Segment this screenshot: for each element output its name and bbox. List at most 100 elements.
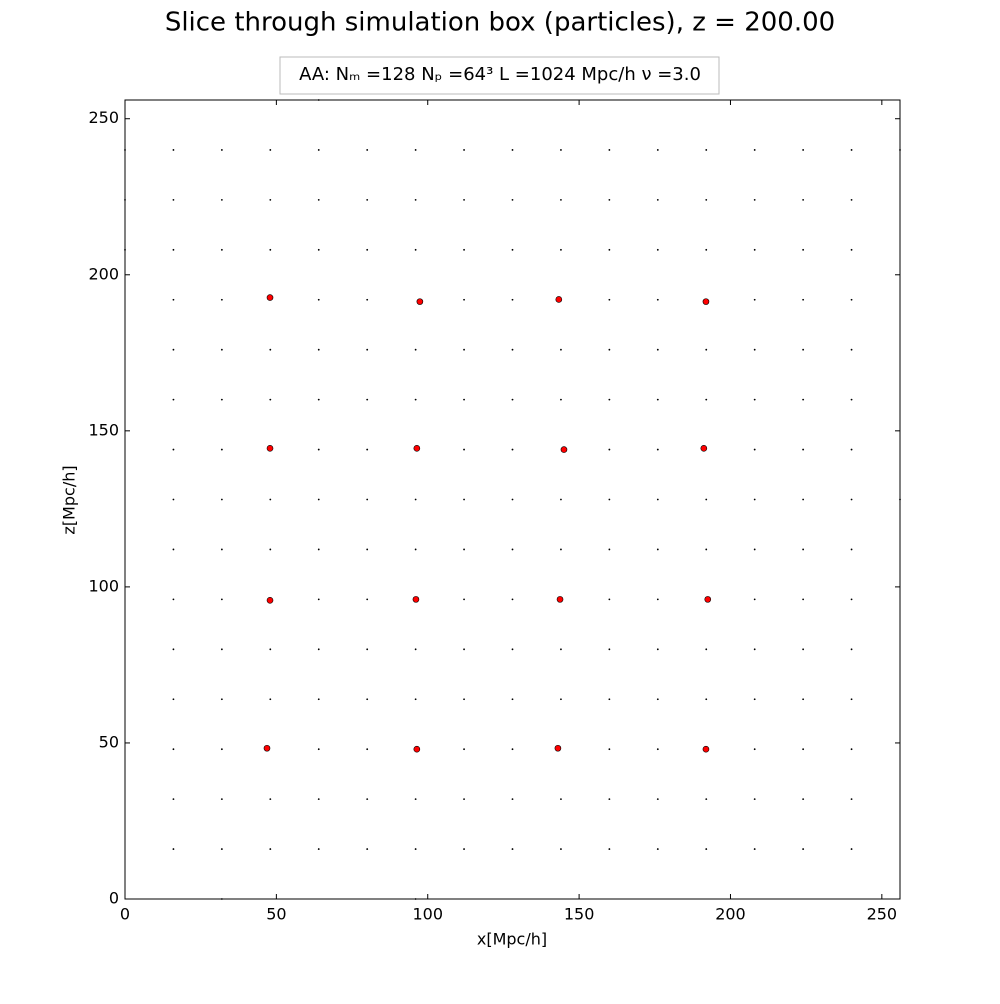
particle <box>172 198 175 201</box>
particle <box>366 798 369 801</box>
particle <box>705 698 708 701</box>
particle <box>753 348 756 351</box>
particle <box>705 798 708 801</box>
particle <box>656 348 659 351</box>
y-tick-label: 150 <box>88 420 119 439</box>
particle <box>414 248 417 251</box>
particle <box>463 198 465 201</box>
halo-point <box>700 445 708 452</box>
particle <box>463 848 465 850</box>
particle <box>705 348 708 351</box>
particle <box>317 248 320 251</box>
particle <box>220 498 223 501</box>
particle <box>511 798 514 801</box>
particle <box>172 698 175 701</box>
particle <box>317 848 320 850</box>
particle <box>802 698 805 701</box>
particle <box>511 698 514 701</box>
particle <box>366 248 369 251</box>
particle <box>317 348 320 351</box>
particle <box>705 848 708 850</box>
y-tick-label: 100 <box>88 576 119 595</box>
particle <box>608 498 611 501</box>
y-tick-label: 50 <box>99 732 119 751</box>
particle <box>753 748 756 751</box>
plot-area <box>124 99 901 900</box>
particle <box>414 398 417 401</box>
particle <box>850 598 853 601</box>
particle <box>463 248 465 251</box>
particle <box>656 598 659 601</box>
particle <box>511 348 514 351</box>
particle <box>220 548 223 551</box>
particle <box>850 398 853 401</box>
particle <box>656 248 659 251</box>
particle <box>269 149 272 151</box>
particle <box>753 298 756 301</box>
y-tick-label: 0 <box>109 889 119 908</box>
particle <box>802 448 805 451</box>
particle <box>560 149 562 151</box>
particle <box>656 398 659 401</box>
particle <box>414 149 417 151</box>
particle <box>511 448 514 451</box>
particle <box>220 398 223 401</box>
particle <box>560 498 562 501</box>
particle <box>753 398 756 401</box>
halo-point <box>263 744 271 752</box>
particle <box>366 149 369 151</box>
particle <box>172 498 175 501</box>
particle <box>317 598 320 601</box>
particle <box>608 398 611 401</box>
y-tick-label: 200 <box>88 264 119 283</box>
particle <box>317 149 320 151</box>
particle <box>802 648 805 651</box>
particle <box>511 598 514 601</box>
particle <box>656 698 659 701</box>
particle <box>802 348 805 351</box>
particle <box>560 348 562 351</box>
particle <box>463 698 465 701</box>
particle <box>608 548 611 551</box>
particle <box>414 498 417 501</box>
particle <box>560 648 562 651</box>
particle <box>414 848 417 850</box>
particle <box>753 448 756 451</box>
particle <box>269 398 272 401</box>
particle <box>220 748 223 751</box>
particle <box>172 248 175 251</box>
particle <box>463 748 465 751</box>
particle <box>802 498 805 501</box>
particle <box>753 498 756 501</box>
halo-point <box>416 298 424 305</box>
particle <box>608 198 611 201</box>
particle <box>608 698 611 701</box>
particle <box>366 348 369 351</box>
particle <box>802 198 805 201</box>
particle <box>850 698 853 701</box>
particle <box>608 149 611 151</box>
particle <box>220 698 223 701</box>
x-tick-label: 250 <box>867 905 898 924</box>
particle <box>463 498 465 501</box>
particle <box>414 198 417 201</box>
particle <box>269 248 272 251</box>
halo-point <box>554 744 562 752</box>
particle <box>511 848 514 850</box>
particle <box>172 348 175 351</box>
axes-frame <box>124 99 901 900</box>
particle <box>269 548 272 551</box>
particle <box>317 198 320 201</box>
x-tick-label: 150 <box>564 905 595 924</box>
particle <box>463 448 465 451</box>
particle <box>705 648 708 651</box>
particle <box>608 748 611 751</box>
particle <box>511 648 514 651</box>
particle <box>220 248 223 251</box>
particle <box>705 548 708 551</box>
x-axis-label: x[Mpc/h] <box>477 930 547 949</box>
particle <box>608 848 611 850</box>
halo-point <box>412 596 420 603</box>
particle <box>366 448 369 451</box>
particle <box>802 548 805 551</box>
